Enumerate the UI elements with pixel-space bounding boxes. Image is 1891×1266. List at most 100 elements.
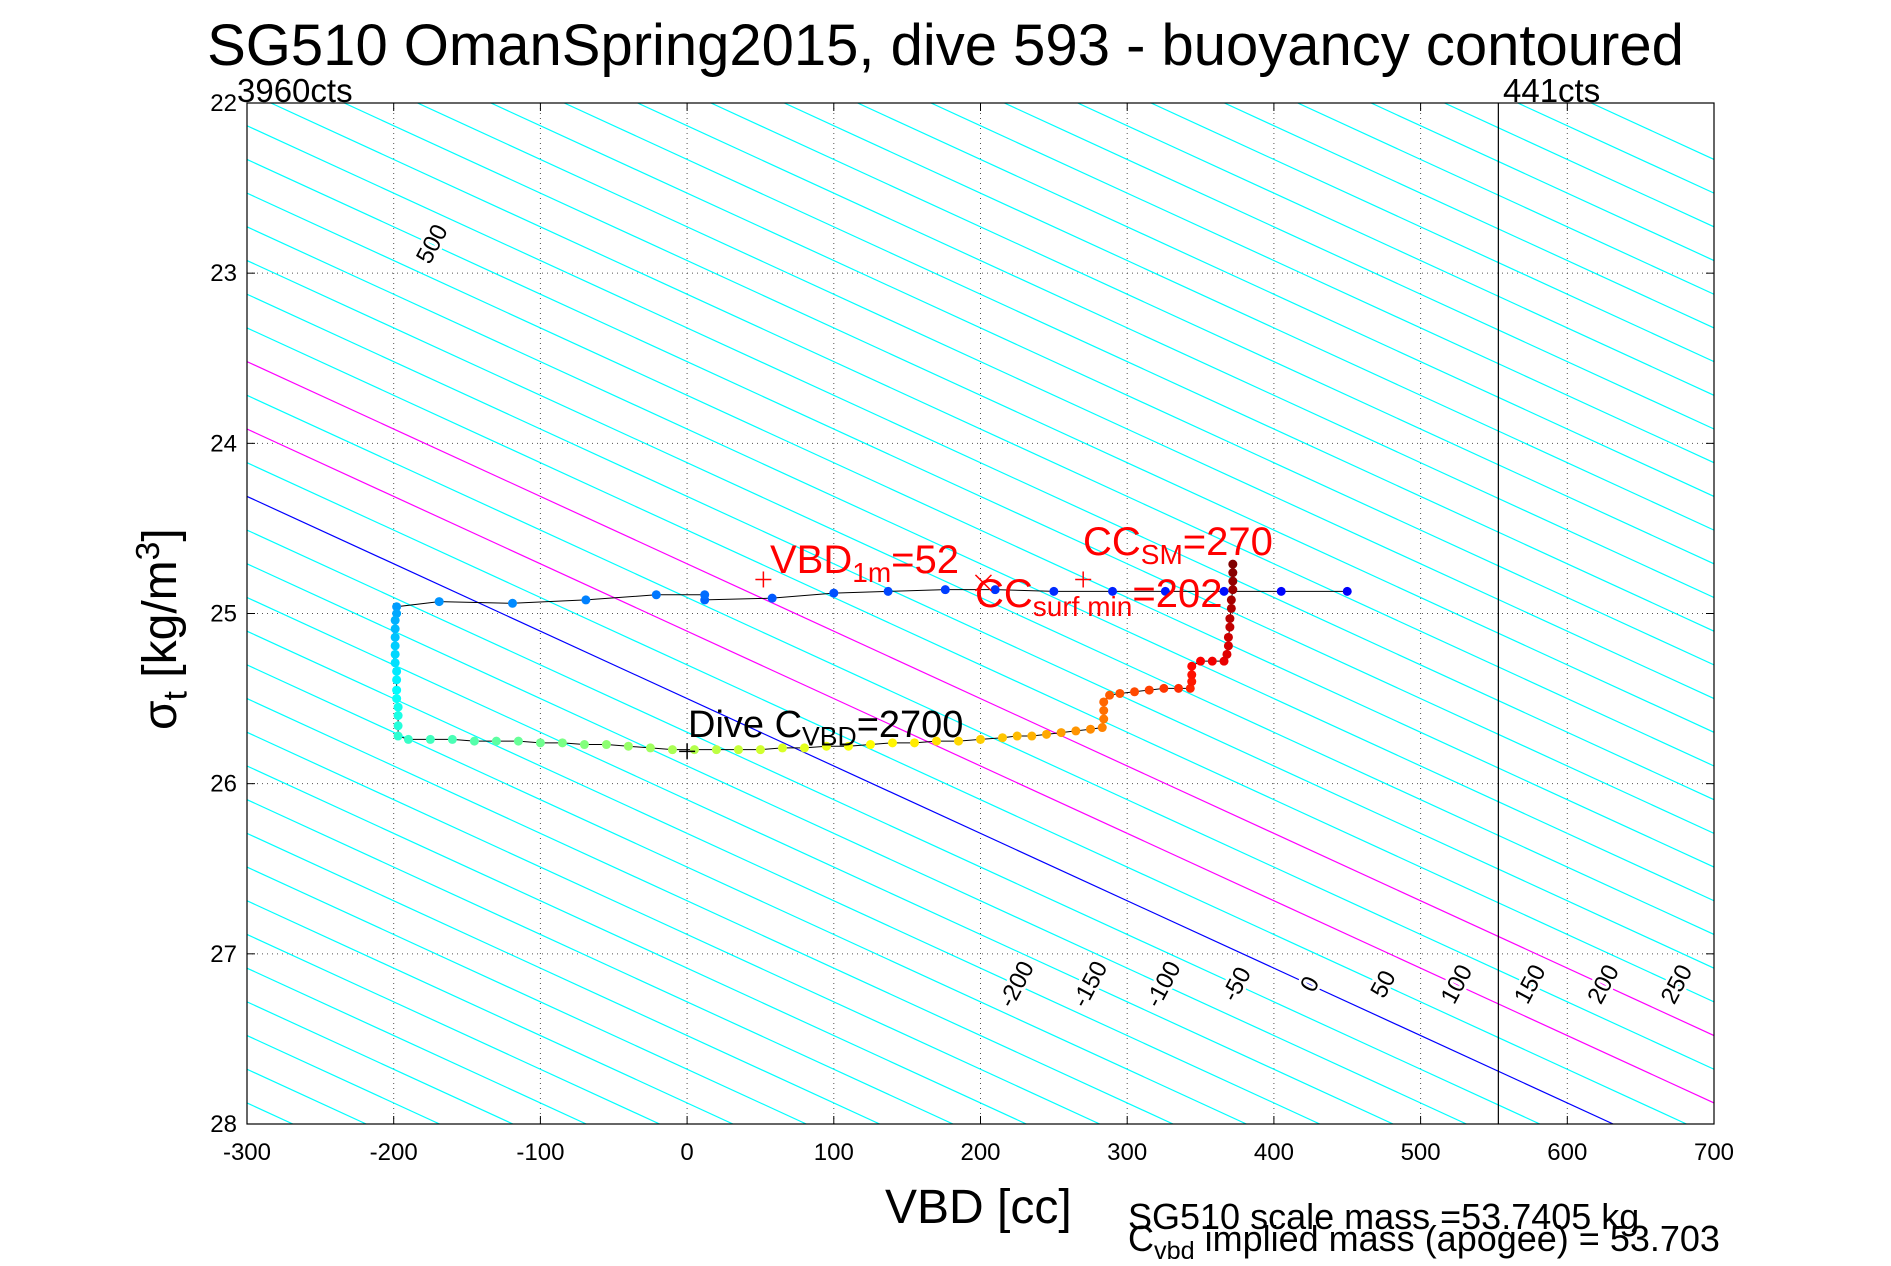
x-tick-label: 700 <box>1694 1139 1734 1166</box>
trace-point <box>953 736 963 746</box>
trace-point <box>1196 656 1206 666</box>
trace-point <box>508 598 518 608</box>
trace-point <box>1342 586 1352 596</box>
trace-point <box>865 740 875 750</box>
trace-point <box>767 593 777 603</box>
y-tick-label: 25 <box>210 601 237 628</box>
trace-point <box>711 745 721 755</box>
trace-point <box>390 632 400 642</box>
trace-point <box>883 586 893 596</box>
trace-point <box>1219 656 1229 666</box>
trace-point <box>579 740 589 750</box>
trace-point <box>447 734 457 744</box>
contour-line <box>1004 103 1714 430</box>
footer-scale-mass: SG510 scale mass =53.7405 kg <box>1128 1196 1640 1237</box>
trace-point <box>1027 731 1037 741</box>
counts-right-label: 441cts <box>1503 72 1601 109</box>
contour-line <box>247 394 1714 1070</box>
contour-label-bottom: 250 <box>1656 960 1699 1008</box>
trace-point <box>799 743 809 753</box>
contour-line <box>247 765 1027 1124</box>
trace-point <box>1012 731 1022 741</box>
trace-point <box>393 721 403 731</box>
contour-line <box>247 900 734 1124</box>
trace-point <box>491 736 501 746</box>
contour-line <box>247 596 1394 1124</box>
trace-point <box>1187 677 1197 687</box>
trace-point <box>821 741 831 751</box>
contour-label-bottom: 0 <box>1295 972 1325 996</box>
trace-point <box>931 736 941 746</box>
contour-line <box>1150 103 1714 363</box>
trace-point <box>601 740 611 750</box>
trace-point <box>392 694 402 704</box>
trace-point <box>513 736 523 746</box>
trace-point <box>392 609 402 618</box>
y-axis-label: σt [kg/m3] <box>130 528 195 730</box>
x-tick-label: 300 <box>1107 1139 1147 1166</box>
trace-point <box>1228 585 1238 595</box>
contour-line <box>247 327 1714 1003</box>
x-tick-label: -300 <box>223 1139 271 1166</box>
contour-line <box>247 731 1100 1124</box>
contour-line <box>247 697 1174 1124</box>
contour-line <box>0 103 73 1124</box>
trace-point <box>1160 586 1170 596</box>
trace-point <box>755 745 765 755</box>
contour-label-bottom: -100 <box>1140 957 1186 1012</box>
trace-point <box>392 675 402 685</box>
contour-line <box>490 103 1714 666</box>
x-tick-label: -100 <box>516 1139 564 1166</box>
marker-cc-surf-min <box>974 574 992 592</box>
annotation-dive-cvbd: Dive CVBD=2700 <box>688 704 964 752</box>
trace-point <box>1225 614 1235 624</box>
contour-line <box>247 125 1714 801</box>
trace-point <box>1223 641 1233 651</box>
x-tick-label: 500 <box>1401 1139 1441 1166</box>
trace-point <box>434 597 444 607</box>
contour-label-bottom: -50 <box>1217 963 1257 1006</box>
contour-line <box>857 103 1714 498</box>
trace-point <box>998 733 1008 743</box>
contour-line <box>247 495 1614 1124</box>
trace-point <box>425 734 435 744</box>
y-tick-label: 28 <box>210 1111 237 1138</box>
x-tick-label: 0 <box>680 1139 693 1166</box>
trace-point <box>1144 685 1154 695</box>
annotation-vbd-1m: VBD1m=52 <box>770 538 960 588</box>
trace-point <box>1228 576 1238 586</box>
x-tick-label: 400 <box>1254 1139 1294 1166</box>
contour-line <box>247 799 954 1124</box>
trace-point <box>1226 595 1236 605</box>
trace-point <box>1228 559 1238 569</box>
contour-label-bottom: -150 <box>1067 957 1113 1012</box>
annotation-cc-surf-min: CCsurf min=202 <box>975 572 1223 622</box>
x-axis-label: VBD [cc] <box>885 1181 1072 1234</box>
trace-point <box>1159 683 1169 693</box>
contour-line <box>0 103 146 1124</box>
contour-line <box>247 192 1714 868</box>
x-tick-label: 100 <box>814 1139 854 1166</box>
x-tick-label: 600 <box>1547 1139 1587 1166</box>
trace-point <box>1187 670 1197 680</box>
counts-left-label: 3960cts <box>237 72 353 109</box>
trace-point <box>392 666 402 676</box>
contour-label-bottom: 200 <box>1582 960 1625 1008</box>
trace-point <box>887 738 897 748</box>
y-tick-label: 22 <box>210 90 237 117</box>
trace-point <box>623 741 633 751</box>
trace-point <box>1056 728 1066 738</box>
trace-point <box>393 711 403 721</box>
trace-point <box>1225 622 1235 632</box>
trace-point <box>940 585 950 595</box>
chart-title: SG510 OmanSpring2015, dive 593 - buoyanc… <box>207 13 1684 78</box>
trace-point <box>1105 690 1115 700</box>
trace-point <box>1099 705 1109 715</box>
trace-point <box>1097 723 1107 733</box>
contour-line <box>930 103 1714 464</box>
contour-line <box>247 563 1467 1124</box>
contour-line <box>270 103 1714 767</box>
contour-label-bottom: -200 <box>994 957 1040 1012</box>
trace-point <box>1185 683 1195 693</box>
